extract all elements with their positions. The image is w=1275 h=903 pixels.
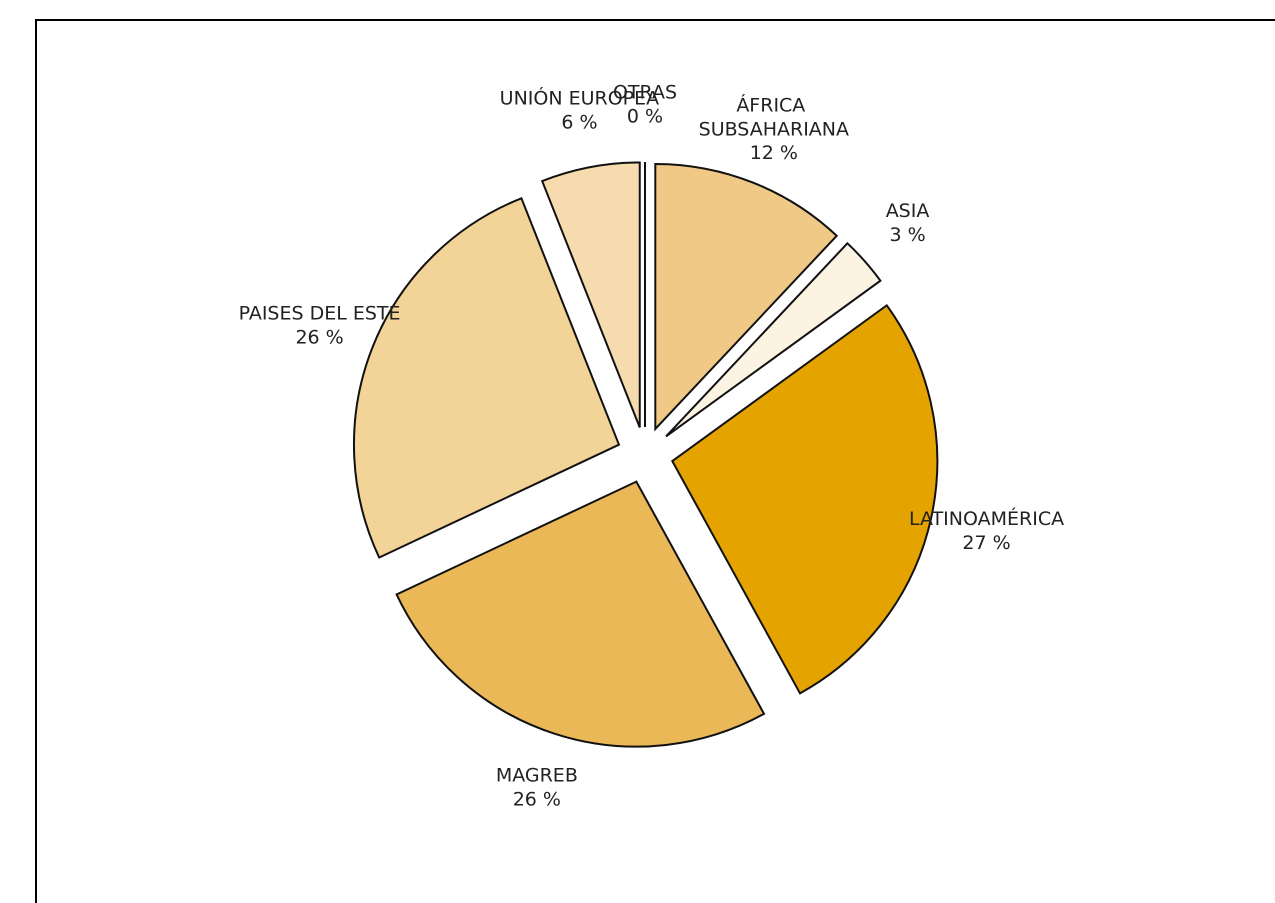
slice-label: UNIÓN EUROPEA: [500, 86, 659, 110]
pie-slice: [654, 162, 839, 432]
slice-label: ÁFRICA SUBSAHARIANA: [699, 93, 849, 140]
slice-label: MAGREB: [496, 764, 578, 786]
pie-slice: [665, 241, 882, 438]
slice-label: LATINOAMÉRICA: [909, 507, 1064, 530]
slice-value-label: 26 %: [295, 327, 343, 349]
slice-label: OTRAS: [613, 82, 677, 104]
slice-value-label: 26 %: [513, 788, 561, 810]
pie-slice: [353, 197, 621, 559]
pie-slice: [540, 161, 641, 428]
slice-value-label: 12 %: [750, 142, 798, 164]
slice-value-label: 3 %: [889, 224, 925, 246]
slice-label: ASIA: [886, 200, 930, 222]
slice-value-label: 27 %: [962, 532, 1010, 554]
slice-value-label: 6 %: [561, 112, 597, 134]
slice-label: PAISES DEL ESTE: [239, 303, 401, 325]
pie-slice: [671, 303, 939, 695]
frame: [35, 19, 1275, 903]
slice-value-label: 0 %: [627, 106, 663, 128]
pie-slice: [395, 480, 766, 748]
